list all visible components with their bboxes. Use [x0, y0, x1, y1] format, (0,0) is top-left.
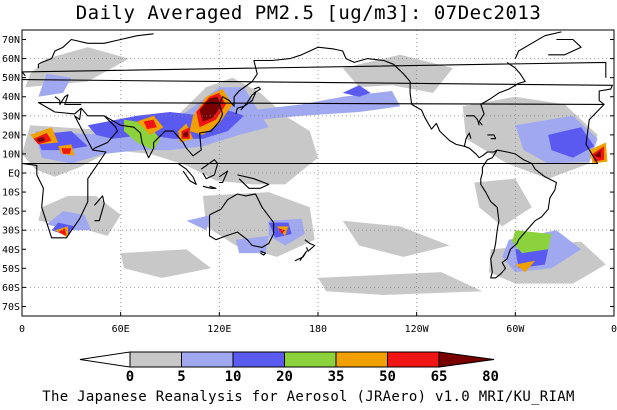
colorbar-label: 10 — [225, 369, 242, 385]
coastline — [103, 46, 319, 159]
coastline — [294, 250, 308, 262]
coastline — [304, 239, 316, 252]
coastline — [548, 38, 582, 56]
lon-tick-label: 0 — [611, 324, 617, 335]
lat-tick-label: 40S — [2, 245, 20, 256]
pm25-region-level-1 — [474, 178, 532, 227]
colorbar-label: 80 — [482, 369, 499, 385]
coastline — [466, 115, 480, 126]
latitude-axis: 70N 60N 50N 40N 30N 20N 10N EQ 10S 20S 30S 40S 50S 60… — [2, 35, 614, 313]
lat-tick-label: 60N — [2, 54, 20, 65]
lon-tick-label: 120E — [207, 324, 231, 335]
colorbar-label: 50 — [379, 369, 396, 385]
lat-tick-label: 20S — [2, 207, 20, 218]
coastline — [478, 61, 526, 126]
pm25-region-level-2 — [186, 214, 212, 231]
footer-credit: The Japanese Reanalysis for Aerosol (JRA… — [42, 389, 575, 405]
lat-tick-label: 30N — [2, 111, 20, 122]
coastline — [237, 174, 270, 189]
colorbar-segment — [335, 351, 388, 368]
pm25-region-level-7 — [183, 131, 189, 137]
coastline — [514, 31, 562, 59]
lon-tick-label: 180 — [309, 324, 327, 335]
lat-tick-label: 40N — [2, 92, 20, 103]
pm25-region-level-2 — [235, 91, 401, 120]
pm25-region-level-1 — [120, 249, 212, 278]
lat-tick-label: 10S — [2, 188, 20, 199]
longitude-axis: 0 60E 120E 180 120W 60W 0 — [19, 312, 617, 335]
pm25-region-level-7 — [594, 150, 601, 158]
lat-tick-label: EQ — [8, 169, 20, 180]
coastline — [202, 185, 217, 189]
lat-tick-label: 50N — [2, 73, 20, 84]
colorbar: 0 5 10 20 35 50 65 80 — [79, 351, 499, 385]
coastlines — [22, 31, 613, 279]
coastline — [54, 94, 82, 105]
map-title: Daily Averaged PM2.5 [ug/m3]: 07Dec2013 — [75, 2, 542, 24]
colorbar-segment — [284, 351, 337, 368]
colorbar-segment — [181, 351, 234, 368]
colorbar-lower-arrow — [79, 351, 131, 368]
lat-tick-label: 70N — [2, 35, 20, 46]
colorbar-segment — [232, 351, 285, 368]
colorbar-segment — [129, 351, 182, 368]
lat-tick-label: 50S — [2, 264, 20, 275]
map-panel — [21, 29, 615, 317]
coastline — [93, 195, 105, 222]
pm25-region-level-6 — [143, 119, 157, 130]
coastline — [253, 86, 261, 94]
pm25-field — [22, 47, 608, 295]
coastline — [463, 132, 472, 147]
coastline — [22, 61, 607, 78]
colorbar-segment — [387, 351, 440, 368]
coastline — [200, 159, 219, 180]
graticule — [22, 30, 614, 316]
pm25-region-level-3 — [548, 127, 595, 158]
coastline — [22, 79, 613, 105]
lon-tick-label: 0 — [19, 324, 25, 335]
pm25-region-level-1 — [342, 220, 450, 257]
pm25-region-level-2 — [235, 235, 269, 254]
coastline — [208, 193, 275, 248]
colorbar-label: 0 — [126, 369, 134, 385]
coastline — [260, 250, 266, 256]
lat-tick-label: 70S — [2, 302, 20, 313]
colorbar-label: 5 — [177, 369, 185, 385]
lat-tick-label: 60S — [2, 283, 20, 294]
lon-tick-label: 120W — [405, 324, 430, 335]
colorbar-upper-arrow — [438, 351, 495, 368]
coastline — [22, 101, 605, 239]
coastline — [177, 163, 197, 185]
lon-tick-label: 60W — [506, 324, 525, 335]
pm25-region-level-6 — [278, 228, 286, 234]
colorbar-label: 35 — [328, 369, 345, 385]
coastline — [37, 33, 154, 69]
pm25-region-level-1 — [318, 272, 483, 295]
pm25-region-level-7 — [36, 136, 45, 143]
coastline — [317, 46, 498, 159]
pm25-region-level-5 — [515, 260, 536, 273]
lat-tick-label: 10N — [2, 149, 20, 160]
lon-tick-label: 60E — [112, 324, 130, 335]
coastline — [80, 107, 118, 151]
pm25-region-level-6 — [61, 148, 72, 154]
colorbar-label: 20 — [276, 369, 293, 385]
coastline — [480, 149, 557, 279]
pm25-region-level-3 — [342, 85, 371, 97]
lat-tick-label: 20N — [2, 130, 20, 141]
coastline — [487, 134, 497, 140]
colorbar-label: 65 — [431, 369, 448, 385]
lat-tick-label: 30S — [2, 226, 20, 237]
coastline — [235, 92, 257, 115]
pm25-region-level-6 — [58, 228, 67, 236]
coastline — [218, 170, 229, 184]
